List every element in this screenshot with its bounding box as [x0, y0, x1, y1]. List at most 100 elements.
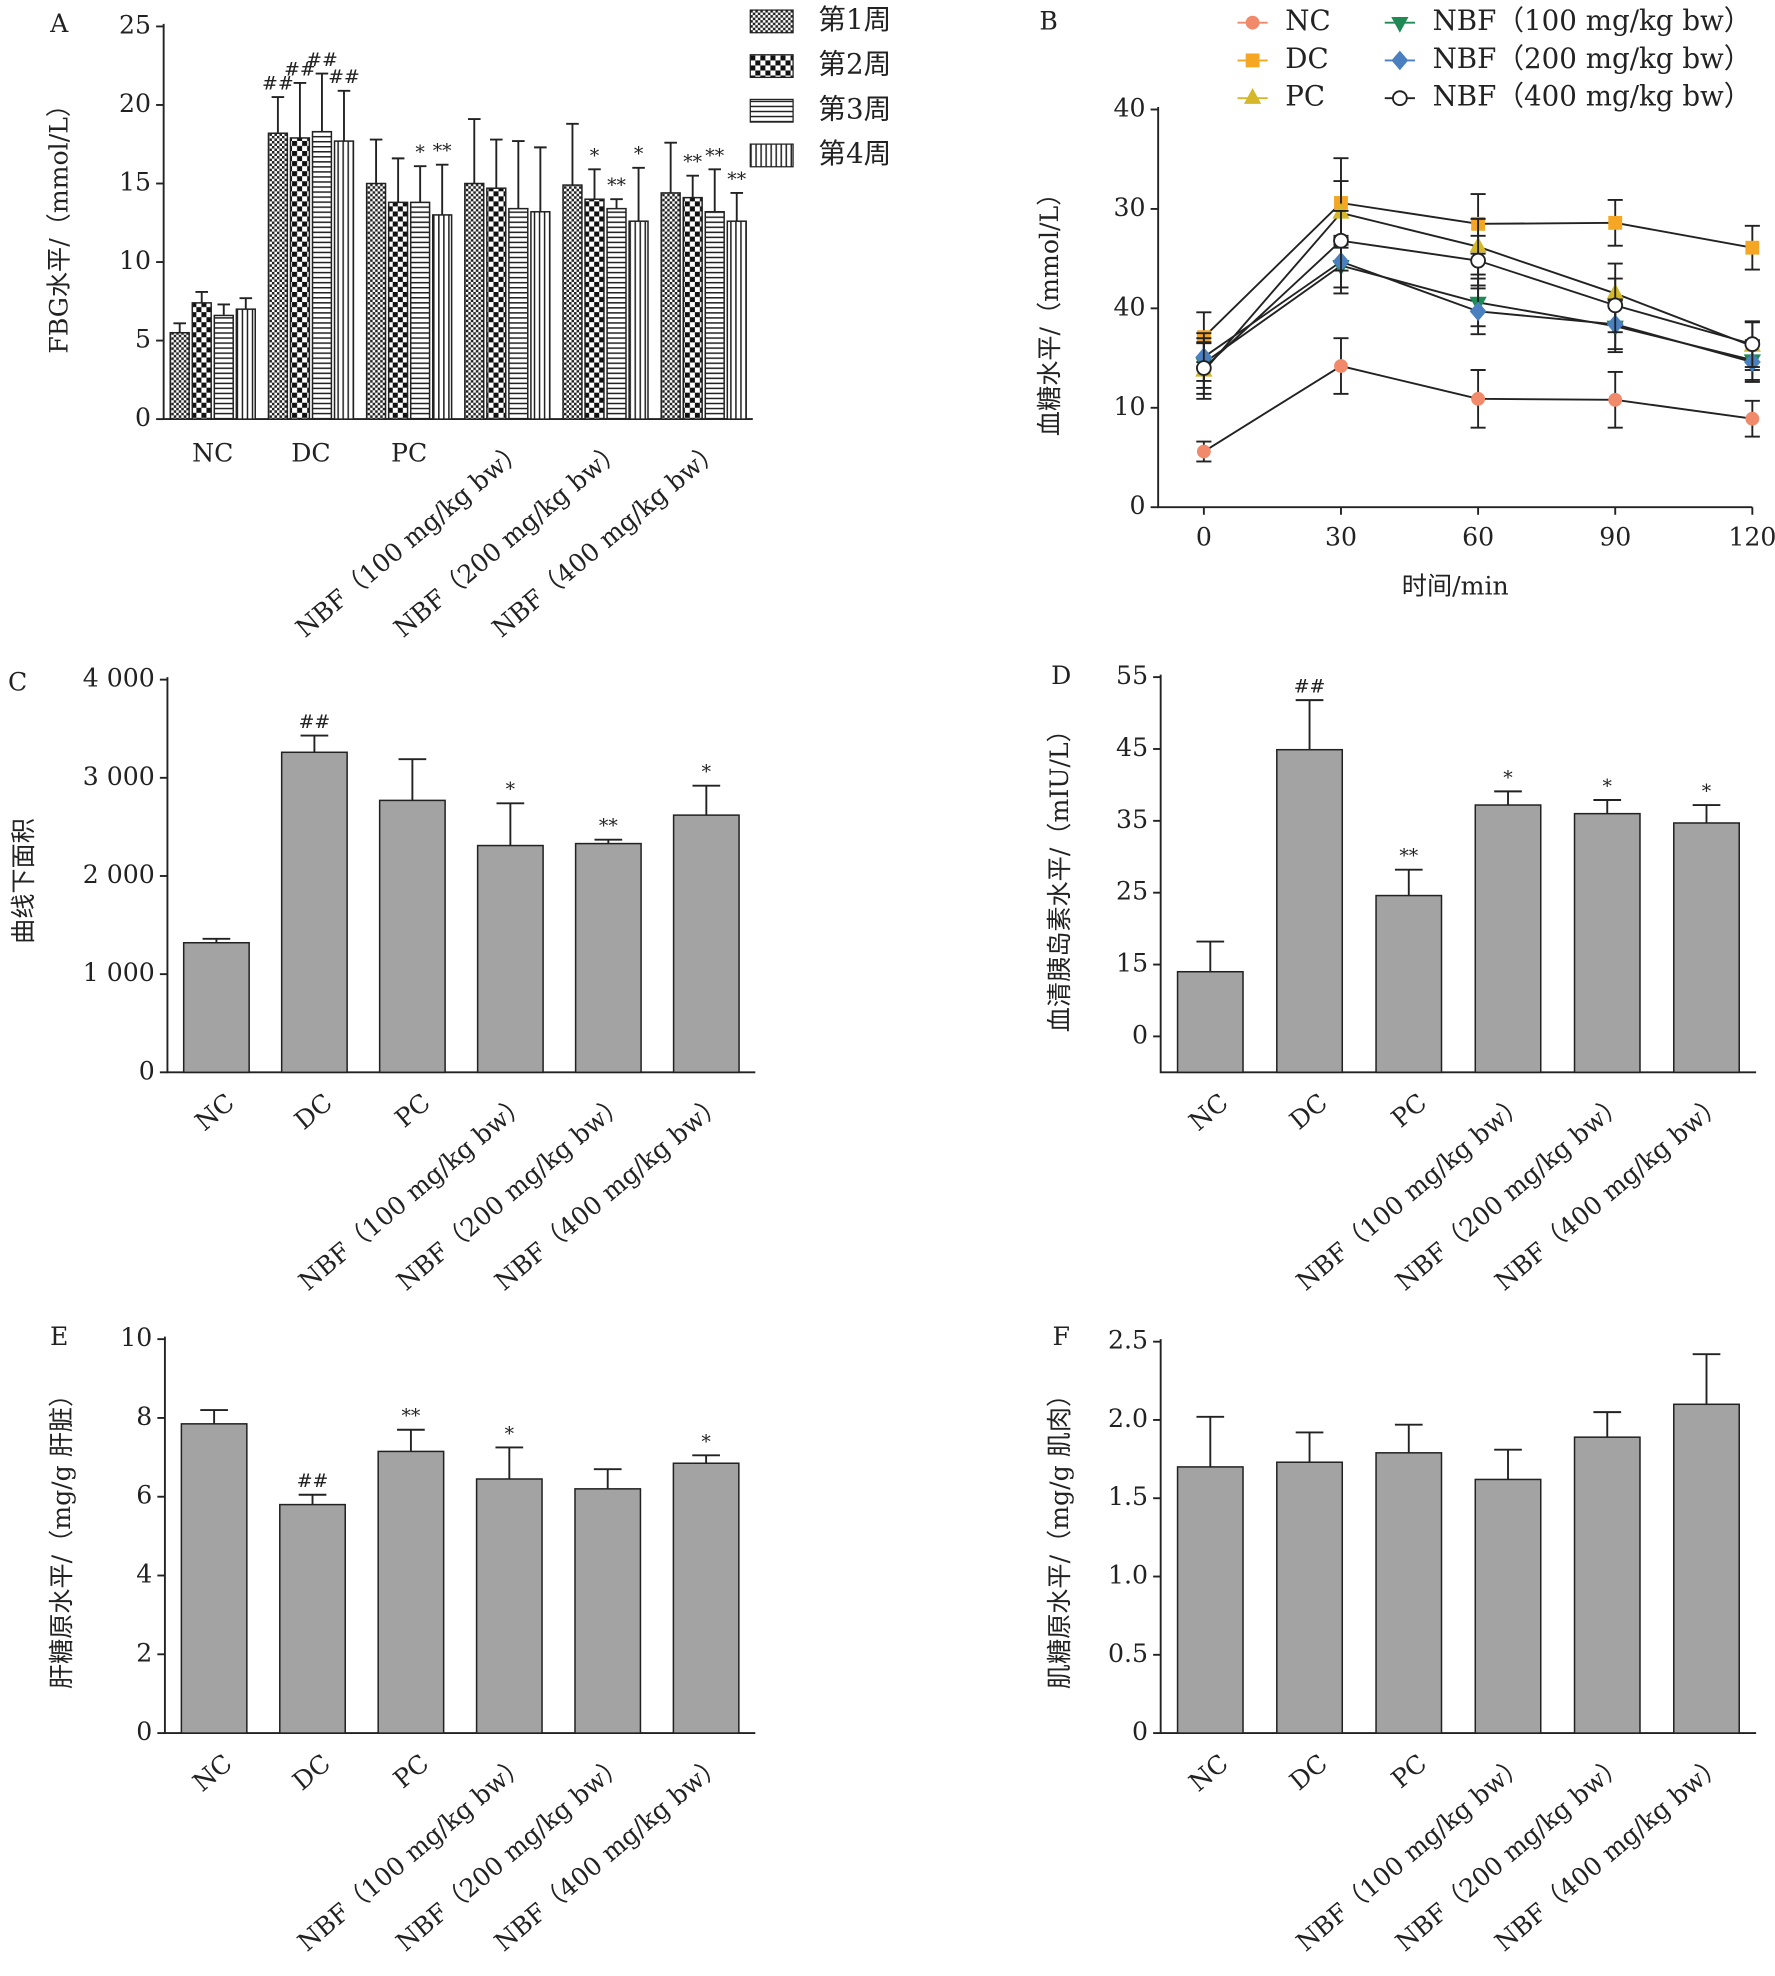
panel-label: D: [1051, 661, 1071, 690]
error-bar: [708, 168, 722, 212]
y-tick-label: 15: [119, 168, 151, 197]
x-tick-label: PC: [391, 438, 427, 467]
significance-label: *: [590, 145, 600, 167]
legend-label: PC: [1285, 80, 1325, 113]
legend-marker: [1391, 50, 1409, 71]
error-bar: [435, 163, 449, 215]
significance-label: *: [505, 1423, 515, 1445]
significance-label: **: [433, 140, 452, 162]
error-bar: [1593, 1411, 1622, 1438]
bar: [365, 182, 387, 420]
x-tick-label: PC: [1386, 1749, 1432, 1794]
error-bar: [1295, 699, 1324, 750]
error-bar: [490, 138, 503, 189]
error-bar: [397, 1428, 425, 1452]
error-bar: [293, 82, 307, 138]
bar: [562, 184, 583, 420]
legend-label: NBF（200 mg/kg bw）: [1433, 42, 1752, 75]
y-axis-label: 曲线下面积: [9, 818, 38, 944]
error-bar: [588, 168, 601, 200]
bar: [182, 941, 250, 1074]
bar: [333, 140, 355, 420]
legend-swatch: [749, 143, 794, 168]
significance-label: *: [415, 142, 425, 164]
legend-marker: [1391, 16, 1409, 33]
y-tick-label: 30: [1114, 193, 1146, 222]
bar: [606, 207, 627, 420]
error-bar: [1494, 790, 1522, 806]
y-tick-label: 1.0: [1108, 1561, 1148, 1590]
error-bar: [534, 146, 547, 212]
significance-label: *: [506, 779, 516, 801]
y-tick-label: 10: [1114, 392, 1146, 421]
y-axis-label: FBG水平/（mmol/L）: [44, 92, 73, 354]
bar: [279, 1503, 346, 1734]
significance-label: *: [1503, 767, 1513, 789]
x-tick-label: NC: [190, 1088, 240, 1137]
bar: [486, 187, 507, 420]
series-point: [1608, 392, 1623, 407]
bar: [180, 1423, 248, 1734]
error-bar: [337, 89, 351, 142]
error-bar: [200, 1409, 228, 1424]
error-bar: [202, 937, 231, 943]
series-point: [1469, 301, 1487, 322]
error-bar: [730, 191, 744, 222]
significance-label: **: [705, 145, 724, 167]
y-tick-label: 15: [1116, 949, 1148, 978]
y-tick-label: 4: [136, 1560, 152, 1589]
bar: [409, 201, 431, 420]
bar: [378, 799, 446, 1074]
legend-marker: [1391, 90, 1408, 107]
bar: [213, 314, 234, 420]
y-tick-label: 0: [1132, 1020, 1148, 1049]
significance-label: *: [701, 1431, 711, 1453]
x-tick-label: DC: [291, 438, 330, 467]
bar: [267, 132, 289, 420]
series-point: [1470, 252, 1486, 269]
bar: [682, 196, 703, 420]
bar: [1673, 822, 1740, 1074]
y-tick-label: 10: [120, 1323, 152, 1352]
x-tick-label: DC: [287, 1749, 336, 1797]
series-point: [1744, 336, 1761, 353]
y-tick-label: 2: [136, 1638, 152, 1667]
y-tick-label: 1.5: [1108, 1482, 1148, 1511]
y-tick-label: 25: [1116, 877, 1148, 906]
series-point: [1333, 232, 1349, 249]
legend-label: NBF（400 mg/kg bw）: [1433, 80, 1752, 113]
error-bar: [632, 166, 645, 222]
y-tick-label: 0: [136, 1717, 152, 1746]
bar: [660, 192, 681, 420]
significance-label: **: [607, 175, 626, 197]
legend-marker: [1243, 88, 1262, 104]
series-point: [1334, 359, 1348, 373]
significance-label: ##: [297, 1470, 329, 1492]
y-tick-label: 8: [136, 1402, 152, 1431]
panel-label: C: [8, 667, 27, 696]
error-bar: [1593, 799, 1622, 814]
panel-label: E: [50, 1322, 68, 1351]
legend-swatch: [749, 54, 794, 79]
x-tick-label: DC: [1284, 1088, 1333, 1136]
bar: [1375, 894, 1443, 1074]
y-tick-label: 0: [1132, 1717, 1148, 1746]
y-tick-label: 35: [1116, 805, 1148, 834]
series-point: [1745, 411, 1760, 426]
bar: [726, 220, 747, 420]
x-axis-label: 时间/min: [1402, 572, 1509, 601]
x-tick-label: 90: [1599, 523, 1631, 552]
bar: [574, 1488, 642, 1734]
bar: [574, 842, 642, 1074]
error-bar: [686, 174, 699, 198]
bar: [1375, 1452, 1443, 1734]
bar: [1474, 804, 1542, 1074]
legend-swatch: [749, 9, 794, 34]
error-bar: [1494, 1448, 1522, 1480]
x-tick-label: 30: [1325, 523, 1357, 552]
y-tick-label: 2.5: [1108, 1326, 1148, 1355]
x-tick-label: 120: [1728, 523, 1775, 552]
legend-marker: [1245, 53, 1260, 68]
bar: [1176, 1466, 1244, 1734]
